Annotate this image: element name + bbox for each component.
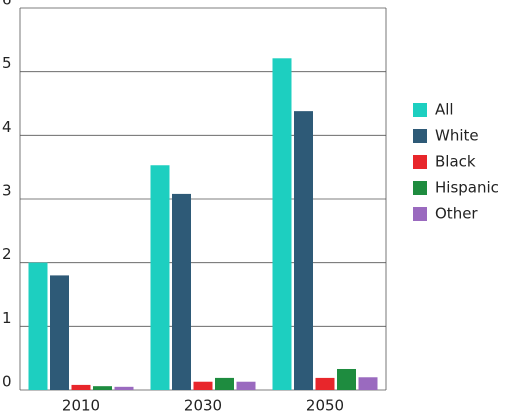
bar [358,377,378,390]
y-tick-label: 4 [2,118,12,136]
bar [93,386,112,390]
legend-swatch [413,207,427,221]
bar [315,377,335,390]
legend-label: Black [435,153,476,171]
bar [215,377,234,390]
bar [28,262,48,390]
y-tick-label: 1 [2,309,12,327]
bar [172,193,191,390]
legend-label: All [435,101,454,119]
x-tick-label: 2010 [62,397,100,415]
bar [294,111,313,390]
y-tick-label: 0 [2,373,12,391]
legend-label: White [435,127,479,145]
legend-swatch [413,103,427,117]
bar [150,165,170,390]
y-tick-label: 2 [2,245,12,263]
legend-swatch [413,129,427,143]
legend-swatch [413,181,427,195]
bar [337,368,356,390]
x-tick-label: 2030 [184,397,222,415]
y-tick-label: 3 [2,182,12,200]
bar [114,386,134,390]
bar [50,275,69,390]
bar [193,381,213,390]
bar [272,58,292,391]
legend-label: Hispanic [435,179,499,197]
bar [71,384,91,390]
legend-swatch [413,155,427,169]
bar [236,381,256,390]
x-tick-label: 2050 [306,397,344,415]
legend-label: Other [435,205,478,223]
y-tick-label: 5 [2,54,12,72]
y-tick-label: 6 [2,0,12,9]
